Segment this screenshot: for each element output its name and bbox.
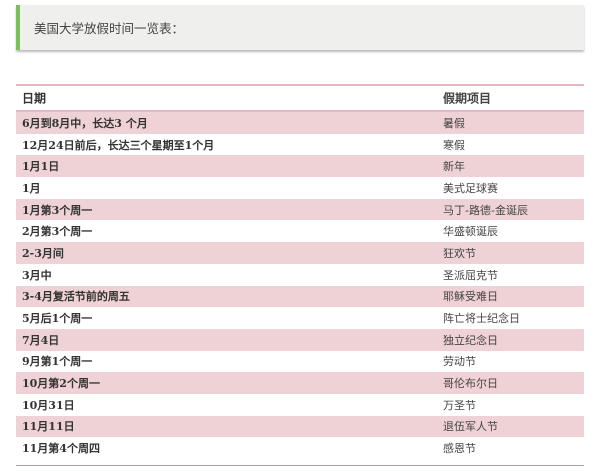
cell-date: 12月24日前后，长达三个星期至1个月 <box>22 138 215 152</box>
cell-holiday: 新年 <box>443 160 465 174</box>
cell-date: 11月第4个周四 <box>22 442 100 456</box>
cell-holiday: 感恩节 <box>443 442 476 456</box>
table-row: 12月24日前后，长达三个星期至1个月 寒假 <box>16 134 584 156</box>
cell-date: 1月 <box>22 181 41 195</box>
header-date: 日期 <box>22 91 47 106</box>
cell-holiday: 寒假 <box>443 138 465 152</box>
table-row: 3月中 圣派屈克节 <box>16 264 584 286</box>
cell-holiday: 哥伦布尔日 <box>443 377 498 391</box>
title-banner: 美国大学放假时间一览表： <box>16 5 584 50</box>
table-row: 10月31日 万圣节 <box>16 394 584 416</box>
cell-holiday: 马丁-路德-金诞辰 <box>443 203 528 217</box>
cell-date: 10月31日 <box>22 398 75 412</box>
cell-date: 11月11日 <box>22 420 75 434</box>
table-row: 2-3月间 狂欢节 <box>16 242 584 264</box>
cell-date: 5月后1个周一 <box>22 312 93 326</box>
table-row: 7月4日 独立纪念日 <box>16 328 584 351</box>
cell-date: 7月4日 <box>22 333 60 347</box>
cell-holiday: 暑假 <box>443 116 465 130</box>
cell-holiday: 圣派屈克节 <box>443 268 498 282</box>
header-holiday: 假期项目 <box>443 91 492 106</box>
table-header: 日期 假期项目 <box>16 86 584 112</box>
cell-holiday: 独立纪念日 <box>443 333 498 347</box>
cell-holiday: 华盛顿诞辰 <box>443 225 498 239</box>
cell-date: 1月1日 <box>22 160 60 174</box>
table-row: 9月第1个周一 劳动节 <box>16 351 584 373</box>
table-row: 2月第3个周一 华盛顿诞辰 <box>16 220 584 242</box>
cell-date: 2-3月间 <box>22 246 64 260</box>
table-row: 1月 美式足球赛 <box>16 177 584 199</box>
cell-date: 3-4月复活节前的周五 <box>22 290 130 304</box>
cell-holiday: 万圣节 <box>443 398 476 412</box>
cell-holiday: 阵亡将士纪念日 <box>443 312 520 326</box>
banner-text: 美国大学放假时间一览表： <box>34 21 185 36</box>
table-row: 11月11日 退伍军人节 <box>16 415 584 438</box>
table-bottom-rule <box>16 465 584 466</box>
cell-holiday: 劳动节 <box>443 355 476 369</box>
cell-date: 6月到8月中，长达3 个月 <box>22 116 148 130</box>
table-row: 6月到8月中，长达3 个月 暑假 <box>16 112 584 134</box>
cell-holiday: 退伍军人节 <box>443 420 498 434</box>
cell-date: 2月第3个周一 <box>22 225 93 239</box>
table-row: 3-4月复活节前的周五 耶稣受难日 <box>16 285 584 308</box>
cell-date: 1月第3个周一 <box>22 203 93 217</box>
holiday-table: 日期 假期项目 6月到8月中，长达3 个月 暑假 12月24日前后，长达三个星期至1… <box>16 84 584 459</box>
cell-date: 9月第1个周一 <box>22 355 93 369</box>
table-row: 11月第4个周四 感恩节 <box>16 437 584 459</box>
cell-date: 10月第2个周一 <box>22 377 100 391</box>
cell-holiday: 耶稣受难日 <box>443 290 498 304</box>
table-row: 10月第2个周一 哥伦布尔日 <box>16 372 584 394</box>
table-row: 1月第3个周一 马丁-路德-金诞辰 <box>16 198 584 221</box>
cell-holiday: 狂欢节 <box>443 246 476 260</box>
cell-date: 3月中 <box>22 268 52 282</box>
table-row: 1月1日 新年 <box>16 155 584 178</box>
cell-holiday: 美式足球赛 <box>443 181 498 195</box>
table-row: 5月后1个周一 阵亡将士纪念日 <box>16 307 584 329</box>
